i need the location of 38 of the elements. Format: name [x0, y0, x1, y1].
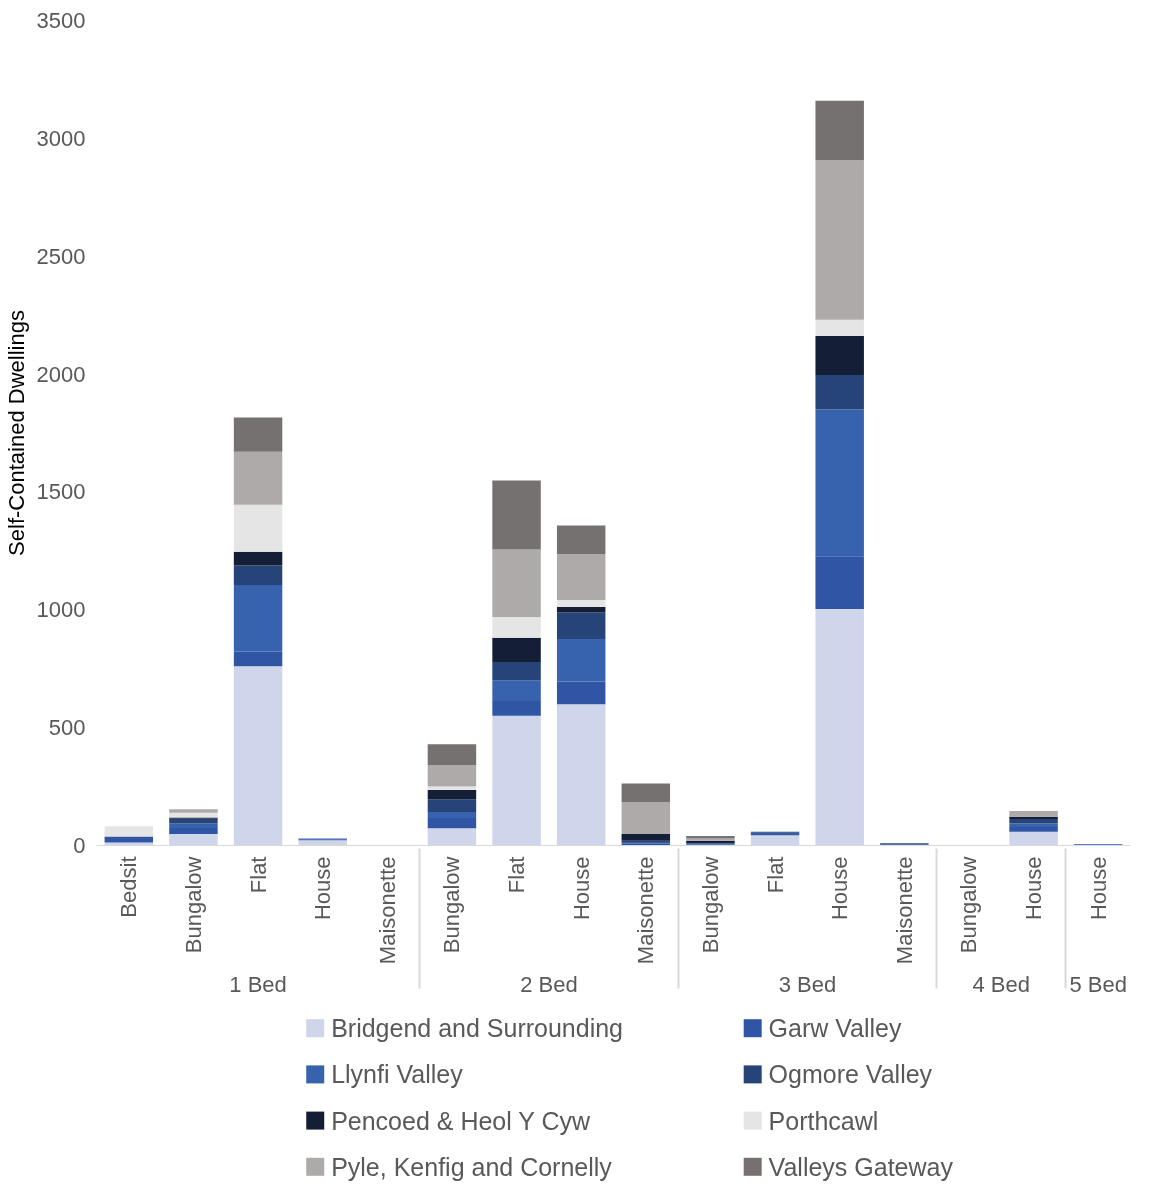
x-tick-label: Maisonette	[891, 856, 917, 965]
y-tick-label: 0	[73, 833, 86, 858]
y-axis-title: Self-Contained Dwellings	[3, 310, 29, 556]
x-tick-label: Flat	[245, 856, 271, 894]
legend-label: Valleys Gateway	[768, 1152, 954, 1181]
x-tick-label: Bungalow	[180, 856, 206, 954]
x-tick-label: Bedsit	[116, 856, 142, 918]
y-tick-label: 3500	[36, 8, 86, 33]
x-tick-label: Bungalow	[956, 856, 982, 954]
x-tick-label: Maisonette	[633, 856, 659, 965]
x-tick-label: House	[1021, 856, 1047, 921]
text: 1 Bed	[229, 972, 287, 998]
text: 3 Bed	[778, 972, 837, 998]
text: 2 Bed	[520, 972, 578, 998]
y-tick-label: 1000	[36, 597, 86, 623]
text: 5 Bed	[1069, 972, 1127, 998]
y-tick-label: 3000	[36, 125, 86, 151]
x-tick-label: House	[827, 856, 853, 921]
legend-label: Porthcawl	[768, 1106, 879, 1135]
legend-label: Pyle, Kenfig and Cornelly	[331, 1152, 613, 1181]
y-tick-label: 2500	[36, 243, 86, 269]
x-tick-label: House	[568, 856, 594, 921]
x-tick-label: Bungalow	[439, 856, 465, 954]
y-tick-label: 2000	[36, 361, 86, 387]
legend-label: Llynfi Valley	[331, 1060, 464, 1089]
legend-label: Garw Valley	[768, 1014, 903, 1043]
text: 4 Bed	[972, 972, 1030, 998]
x-tick-label: Bungalow	[697, 856, 723, 954]
x-tick-label: Maisonette	[374, 856, 400, 965]
y-tick-label: 1500	[36, 479, 86, 505]
x-tick-label: Flat	[504, 856, 530, 894]
x-tick-label: House	[1085, 856, 1111, 921]
y-tick-label: 500	[48, 715, 86, 741]
x-tick-label: House	[310, 856, 336, 921]
legend-label: Pencoed & Heol Y Cyw	[331, 1106, 592, 1135]
legend-label: Bridgend and Surrounding	[331, 1014, 624, 1043]
legend-label: Ogmore Valley	[768, 1060, 933, 1089]
x-tick-label: Flat	[762, 856, 788, 894]
